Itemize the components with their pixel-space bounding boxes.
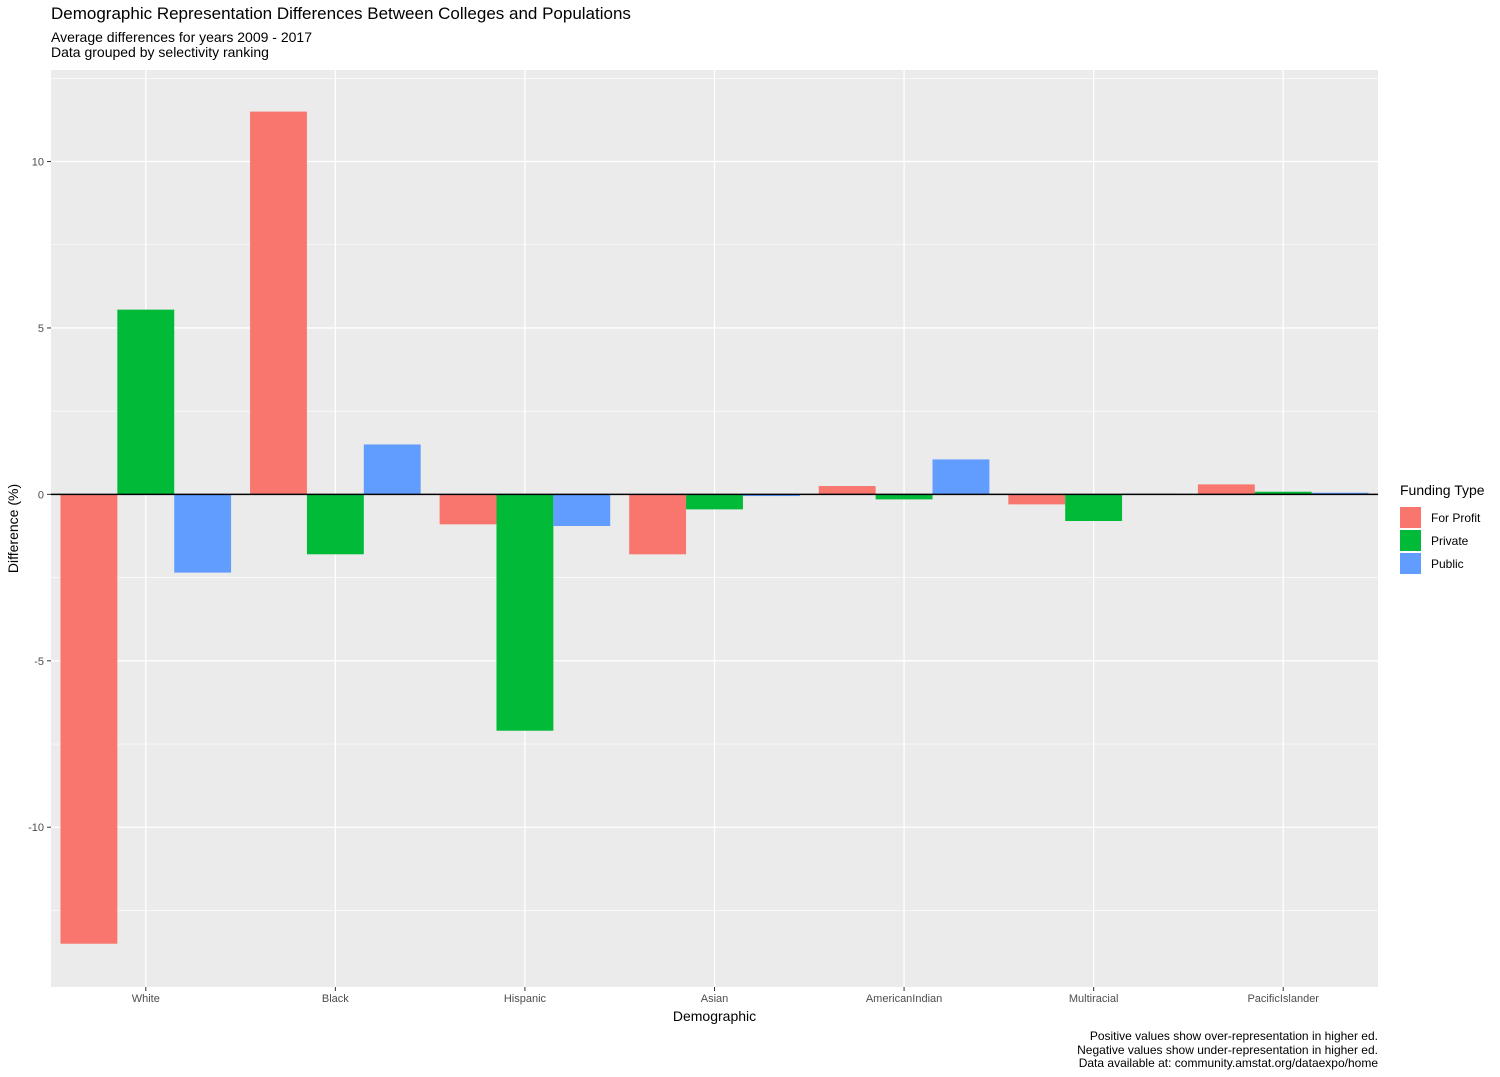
- y-tick-label: 0: [38, 489, 44, 501]
- bar: [932, 459, 990, 495]
- bar: [60, 494, 118, 944]
- bar: [117, 309, 175, 495]
- bar: [818, 486, 876, 495]
- bar: [1008, 494, 1066, 505]
- subtitle-line: Data grouped by selectivity ranking: [51, 44, 269, 60]
- bar: [686, 494, 743, 510]
- legend-label: For Profit: [1431, 510, 1481, 525]
- caption-line: Positive values show over-representation…: [1089, 1029, 1378, 1043]
- legend-label: Private: [1431, 533, 1469, 548]
- caption-line: Negative values show under-representatio…: [1077, 1042, 1378, 1057]
- bar: [629, 494, 687, 555]
- bar: [1311, 492, 1369, 495]
- subtitle-line: Average differences for years 2009 - 201…: [51, 29, 312, 45]
- y-tick-label: -10: [28, 822, 44, 834]
- x-tick-label: Asian: [701, 993, 729, 1005]
- y-tick-label: -5: [34, 656, 44, 668]
- legend-item-for-profit: For Profit: [1400, 506, 1485, 529]
- bar: [250, 111, 307, 495]
- x-tick-label: Black: [322, 993, 349, 1005]
- bar: [1254, 491, 1312, 495]
- chart-subtitle: Average differences for years 2009 - 201…: [51, 30, 312, 60]
- bar: [306, 494, 364, 555]
- bar: [1197, 484, 1255, 495]
- x-tick-label: Hispanic: [504, 993, 547, 1005]
- x-tick-label: Multiracial: [1069, 993, 1119, 1005]
- chart-title: Demographic Representation Differences B…: [51, 4, 631, 23]
- y-tick-label: 5: [38, 323, 44, 335]
- bar: [742, 494, 800, 497]
- y-axis-title: Difference (%): [5, 484, 21, 573]
- y-tick-label: 10: [32, 157, 44, 169]
- legend-title: Funding Type: [1400, 482, 1485, 498]
- legend: Funding Type For Profit Private Public: [1400, 482, 1485, 575]
- legend-label: Public: [1431, 556, 1464, 571]
- chart-caption: Positive values show over-representation…: [1077, 1029, 1378, 1071]
- bar: [496, 494, 554, 731]
- legend-swatch: [1400, 530, 1421, 551]
- legend-item-public: Public: [1400, 552, 1485, 575]
- legend-item-private: Private: [1400, 529, 1485, 552]
- x-tick-label: AmericanIndian: [866, 993, 942, 1005]
- bar: [363, 444, 421, 495]
- bar: [174, 494, 232, 573]
- legend-swatch: [1400, 507, 1421, 528]
- bar: [875, 494, 933, 500]
- bar: [439, 494, 497, 525]
- x-tick-label: PacificIslander: [1247, 993, 1319, 1005]
- bar: [1065, 494, 1123, 522]
- caption-line: Data available at: community.amstat.org/…: [1078, 1056, 1378, 1070]
- bar: [553, 494, 611, 527]
- x-tick-label: White: [132, 993, 160, 1005]
- legend-swatch: [1400, 553, 1421, 574]
- x-axis-title: Demographic: [673, 1008, 756, 1024]
